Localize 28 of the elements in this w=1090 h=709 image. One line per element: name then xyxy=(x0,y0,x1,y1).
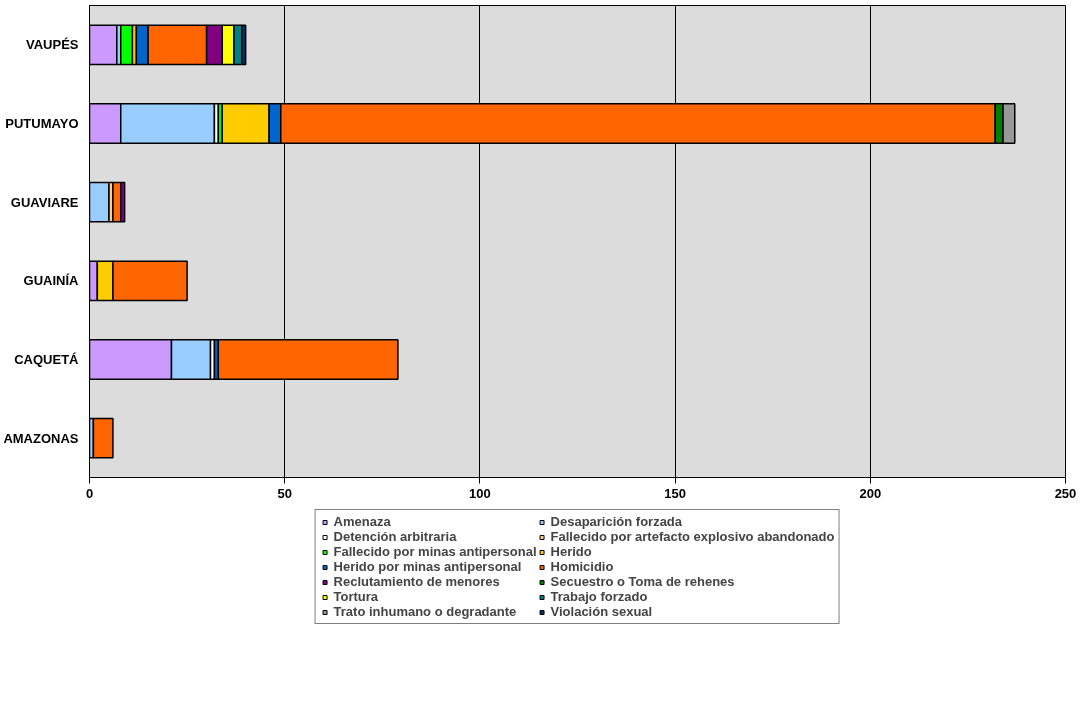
legend-label: Detención arbitraria xyxy=(333,529,457,544)
x-tick-label: 250 xyxy=(1054,485,1077,501)
y-tick-label: CAQUETÁ xyxy=(14,352,80,367)
legend-label: Trabajo forzado xyxy=(550,589,648,604)
y-tick-label: AMAZONAS xyxy=(3,430,79,446)
bar xyxy=(119,24,134,66)
legend-label: Reclutamiento de menores xyxy=(333,574,500,589)
legend-label: Tortura xyxy=(333,589,379,604)
legend-label: Secuestro o Toma de rehenes xyxy=(550,574,735,589)
bar xyxy=(92,417,114,459)
y-tick-label: VAUPÉS xyxy=(26,37,79,53)
legend-label: Homicidio xyxy=(550,559,614,574)
x-tick-label: 200 xyxy=(859,485,882,501)
legend-label: Desaparición forzada xyxy=(550,514,683,529)
legend-label: Fallecido por minas antipersonal xyxy=(333,544,537,559)
x-tick-label: 100 xyxy=(469,485,491,501)
legend-label: Amenaza xyxy=(333,514,391,529)
y-tick-label: GUAINÍA xyxy=(23,273,80,289)
legend-label: Herido xyxy=(550,544,592,559)
y-tick-label: PUTUMAYO xyxy=(5,116,79,131)
legend-label: Trato inhumano o degradante xyxy=(333,604,517,619)
legend-label: Violación sexual xyxy=(550,604,653,619)
x-tick-label: 50 xyxy=(277,485,292,501)
legend-label: Fallecido por artefacto explosivo abandonado xyxy=(550,529,835,544)
x-tick-label: 150 xyxy=(664,485,686,501)
y-tick-label: GUAVIARE xyxy=(10,194,79,210)
legend-label: Herido por minas antipersonal xyxy=(333,559,522,574)
x-tick-label: 0 xyxy=(85,485,94,501)
